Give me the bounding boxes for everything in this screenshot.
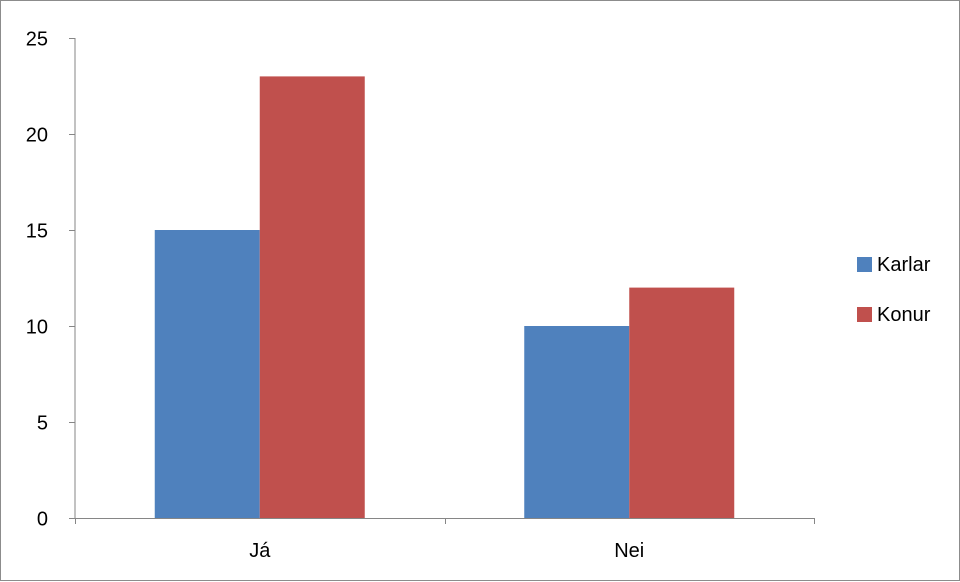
legend-swatch-konur [857,307,872,322]
bars [154,76,735,519]
y-tick-label: 10 [26,317,48,339]
bar-karlar-0 [154,230,260,518]
bar-konur-0 [259,76,365,519]
x-axis [69,518,815,524]
legend: Karlar Konur [857,254,931,326]
x-tick-label: Nei [614,540,644,562]
y-tick-label: 15 [26,221,48,243]
y-tick-label: 20 [26,125,48,147]
legend-swatch-karlar [857,257,872,272]
y-tick-label: 0 [37,509,48,531]
y-tick-label: 25 [26,29,48,51]
legend-label-karlar: Karlar [877,254,931,276]
legend-label-konur: Konur [877,304,931,326]
x-tick-label: Já [249,540,271,562]
y-axis [69,38,76,519]
x-tick-labels: Já Nei [249,540,644,562]
bar-karlar-1 [524,326,630,518]
bar-konur-1 [629,287,735,518]
y-tick-label: 5 [37,413,48,435]
y-tick-labels: 0 5 10 15 20 25 [26,29,48,531]
